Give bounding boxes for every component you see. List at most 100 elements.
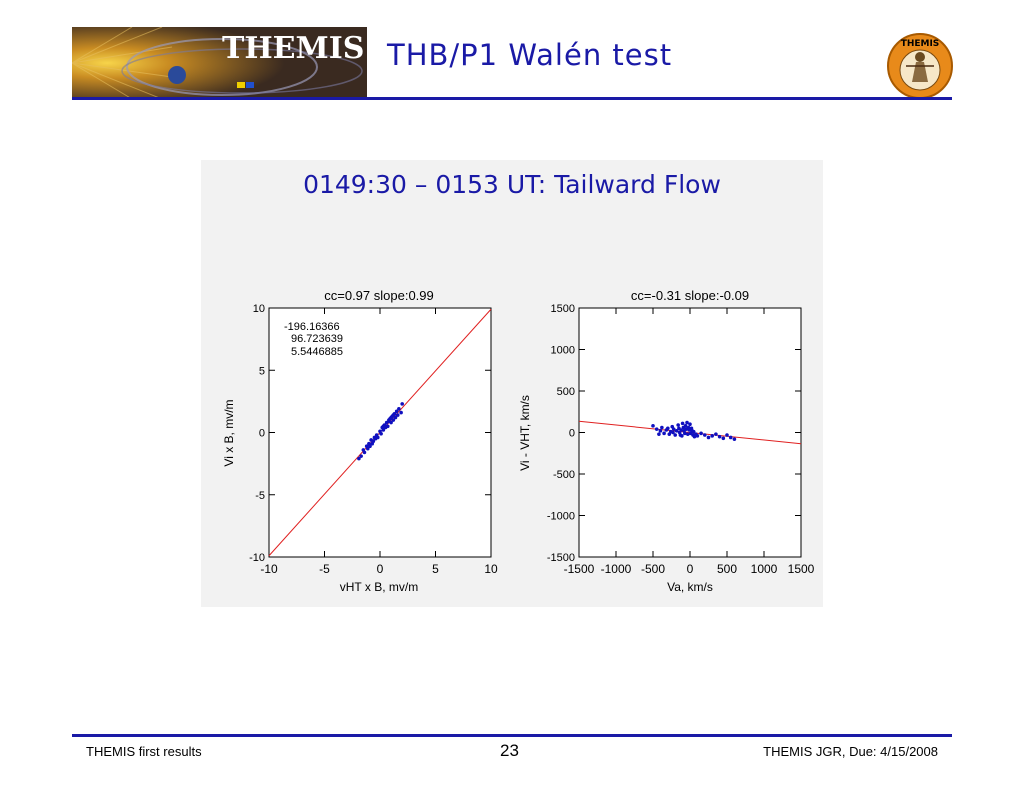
left-data-point bbox=[395, 413, 400, 417]
left-data-point bbox=[400, 402, 404, 406]
right-xtick-label: -1000 bbox=[601, 562, 632, 576]
left-data-point bbox=[384, 424, 389, 429]
left-annotation-line-2: 96.723639 bbox=[291, 333, 343, 345]
right-xtick-label: 500 bbox=[717, 562, 737, 576]
right-data-point bbox=[683, 424, 688, 428]
left-ytick-label: 5 bbox=[259, 365, 265, 377]
right-data-point bbox=[654, 427, 659, 431]
left-data-point bbox=[357, 456, 361, 461]
right-data-point bbox=[688, 422, 692, 427]
left-data-point bbox=[391, 418, 396, 422]
banner-text: THEMIS bbox=[222, 31, 364, 66]
footer-right: THEMIS JGR, Due: 4/15/2008 bbox=[763, 744, 938, 759]
right-ytick-label: 1000 bbox=[551, 345, 575, 357]
right-data-point bbox=[678, 433, 683, 437]
left-data-point bbox=[387, 418, 391, 422]
right-data-point bbox=[706, 435, 711, 440]
right-data-point bbox=[732, 437, 737, 441]
left-ytick-label: 0 bbox=[259, 428, 265, 440]
footer-left: THEMIS first results bbox=[86, 744, 202, 759]
right-data-point bbox=[721, 436, 726, 441]
right-data-point bbox=[680, 421, 685, 426]
right-data-point bbox=[674, 429, 679, 433]
right-plot-ticks: -1500 -1000 -500 0 500 1000 1500 -1500 -1000 -500… bbox=[547, 303, 815, 576]
left-plot-ticks: -10 -5 0 5 10 -10 -5 0 5 10 bbox=[249, 303, 498, 576]
left-data-point bbox=[365, 446, 370, 451]
right-data-point bbox=[662, 431, 666, 436]
left-ytick-label: 10 bbox=[253, 303, 265, 315]
right-data-point bbox=[717, 434, 722, 439]
left-data-point bbox=[391, 413, 396, 417]
left-plot: cc=0.97 slope:0.99 -10 -5 0 5 10 -10 -5 0 5 10 -1… bbox=[222, 288, 498, 594]
right-data-point bbox=[728, 435, 733, 440]
right-data-point bbox=[691, 429, 696, 434]
left-data-point bbox=[362, 450, 367, 455]
right-xtick-label: -500 bbox=[641, 562, 665, 576]
right-ytick-label: 1500 bbox=[551, 303, 575, 315]
footer-rule bbox=[72, 734, 952, 737]
right-ytick-label: 0 bbox=[569, 428, 575, 440]
right-data-point bbox=[651, 424, 655, 428]
left-ytick-label: -5 bbox=[255, 490, 265, 502]
themis-banner-image: THEMIS bbox=[72, 27, 367, 99]
left-data-point bbox=[399, 410, 403, 415]
left-data-point bbox=[389, 420, 393, 425]
left-xtick-label: 5 bbox=[432, 562, 439, 576]
right-xtick-label: 1500 bbox=[788, 562, 815, 576]
left-data-point bbox=[370, 441, 375, 446]
left-data-point bbox=[359, 454, 363, 458]
right-data-point bbox=[673, 433, 677, 437]
left-annotation-line-3: 5.5446885 bbox=[291, 346, 343, 358]
right-data-point bbox=[658, 429, 663, 433]
right-plot-xlabel: Va, km/s bbox=[667, 580, 713, 594]
left-data-point bbox=[381, 428, 386, 432]
right-data-point bbox=[671, 427, 676, 431]
right-data-point bbox=[666, 426, 670, 431]
left-xtick-label: 10 bbox=[484, 562, 498, 576]
right-ytick-label: -500 bbox=[553, 469, 575, 481]
right-plot-title: cc=-0.31 slope:-0.09 bbox=[631, 288, 749, 303]
right-plot: cc=-0.31 slope:-0.09 -1500 -1000 -500 0 500 1… bbox=[518, 288, 815, 594]
right-data-point bbox=[699, 431, 703, 436]
figure-title: 0149:30 – 0153 UT: Tailward Flow bbox=[303, 170, 721, 199]
right-plot-ylabel: Vi - VHT, km/s bbox=[518, 395, 532, 471]
right-data-point bbox=[703, 433, 707, 437]
themis-logo: THEMIS bbox=[886, 32, 954, 100]
right-plot-points bbox=[651, 420, 737, 441]
right-ytick-label: 500 bbox=[557, 386, 575, 398]
left-annotation-line-1: -196.16366 bbox=[284, 321, 340, 333]
left-xtick-label: 0 bbox=[377, 562, 384, 576]
right-data-point bbox=[685, 420, 689, 425]
right-xtick-label: 1000 bbox=[751, 562, 778, 576]
right-data-point bbox=[710, 434, 714, 438]
slide-title: THB/P1 Walén test bbox=[387, 38, 673, 72]
right-data-point bbox=[657, 432, 661, 436]
header-rule bbox=[72, 97, 952, 100]
left-data-point bbox=[393, 415, 398, 420]
banner-graphic: THEMIS bbox=[72, 27, 367, 99]
left-xtick-label: -10 bbox=[260, 562, 278, 576]
right-ytick-label: -1500 bbox=[547, 552, 575, 564]
left-data-point bbox=[381, 424, 386, 429]
left-plot-points bbox=[357, 402, 404, 461]
left-data-point bbox=[373, 436, 378, 441]
right-data-point bbox=[695, 434, 700, 438]
left-data-point bbox=[394, 409, 399, 414]
left-data-point bbox=[368, 444, 372, 448]
right-xtick-label: -1500 bbox=[564, 562, 595, 576]
right-data-point bbox=[676, 423, 680, 427]
walen-plots: cc=0.97 slope:0.99 -10 -5 0 5 10 -10 -5 0 5 10 -1… bbox=[222, 288, 815, 594]
page-number: 23 bbox=[500, 741, 519, 760]
right-data-point bbox=[679, 428, 683, 432]
right-xtick-label: 0 bbox=[687, 562, 694, 576]
right-data-point bbox=[683, 431, 687, 436]
right-data-point bbox=[671, 430, 675, 435]
left-data-point bbox=[397, 407, 401, 411]
left-xtick-label: -5 bbox=[319, 562, 330, 576]
logo-text: THEMIS bbox=[901, 39, 940, 49]
left-plot-title: cc=0.97 slope:0.99 bbox=[324, 288, 434, 303]
left-plot-ylabel: Vi x B, mv/m bbox=[222, 399, 236, 466]
right-data-point bbox=[660, 425, 664, 430]
right-ytick-label: -1000 bbox=[547, 511, 575, 523]
right-data-point bbox=[714, 432, 718, 436]
